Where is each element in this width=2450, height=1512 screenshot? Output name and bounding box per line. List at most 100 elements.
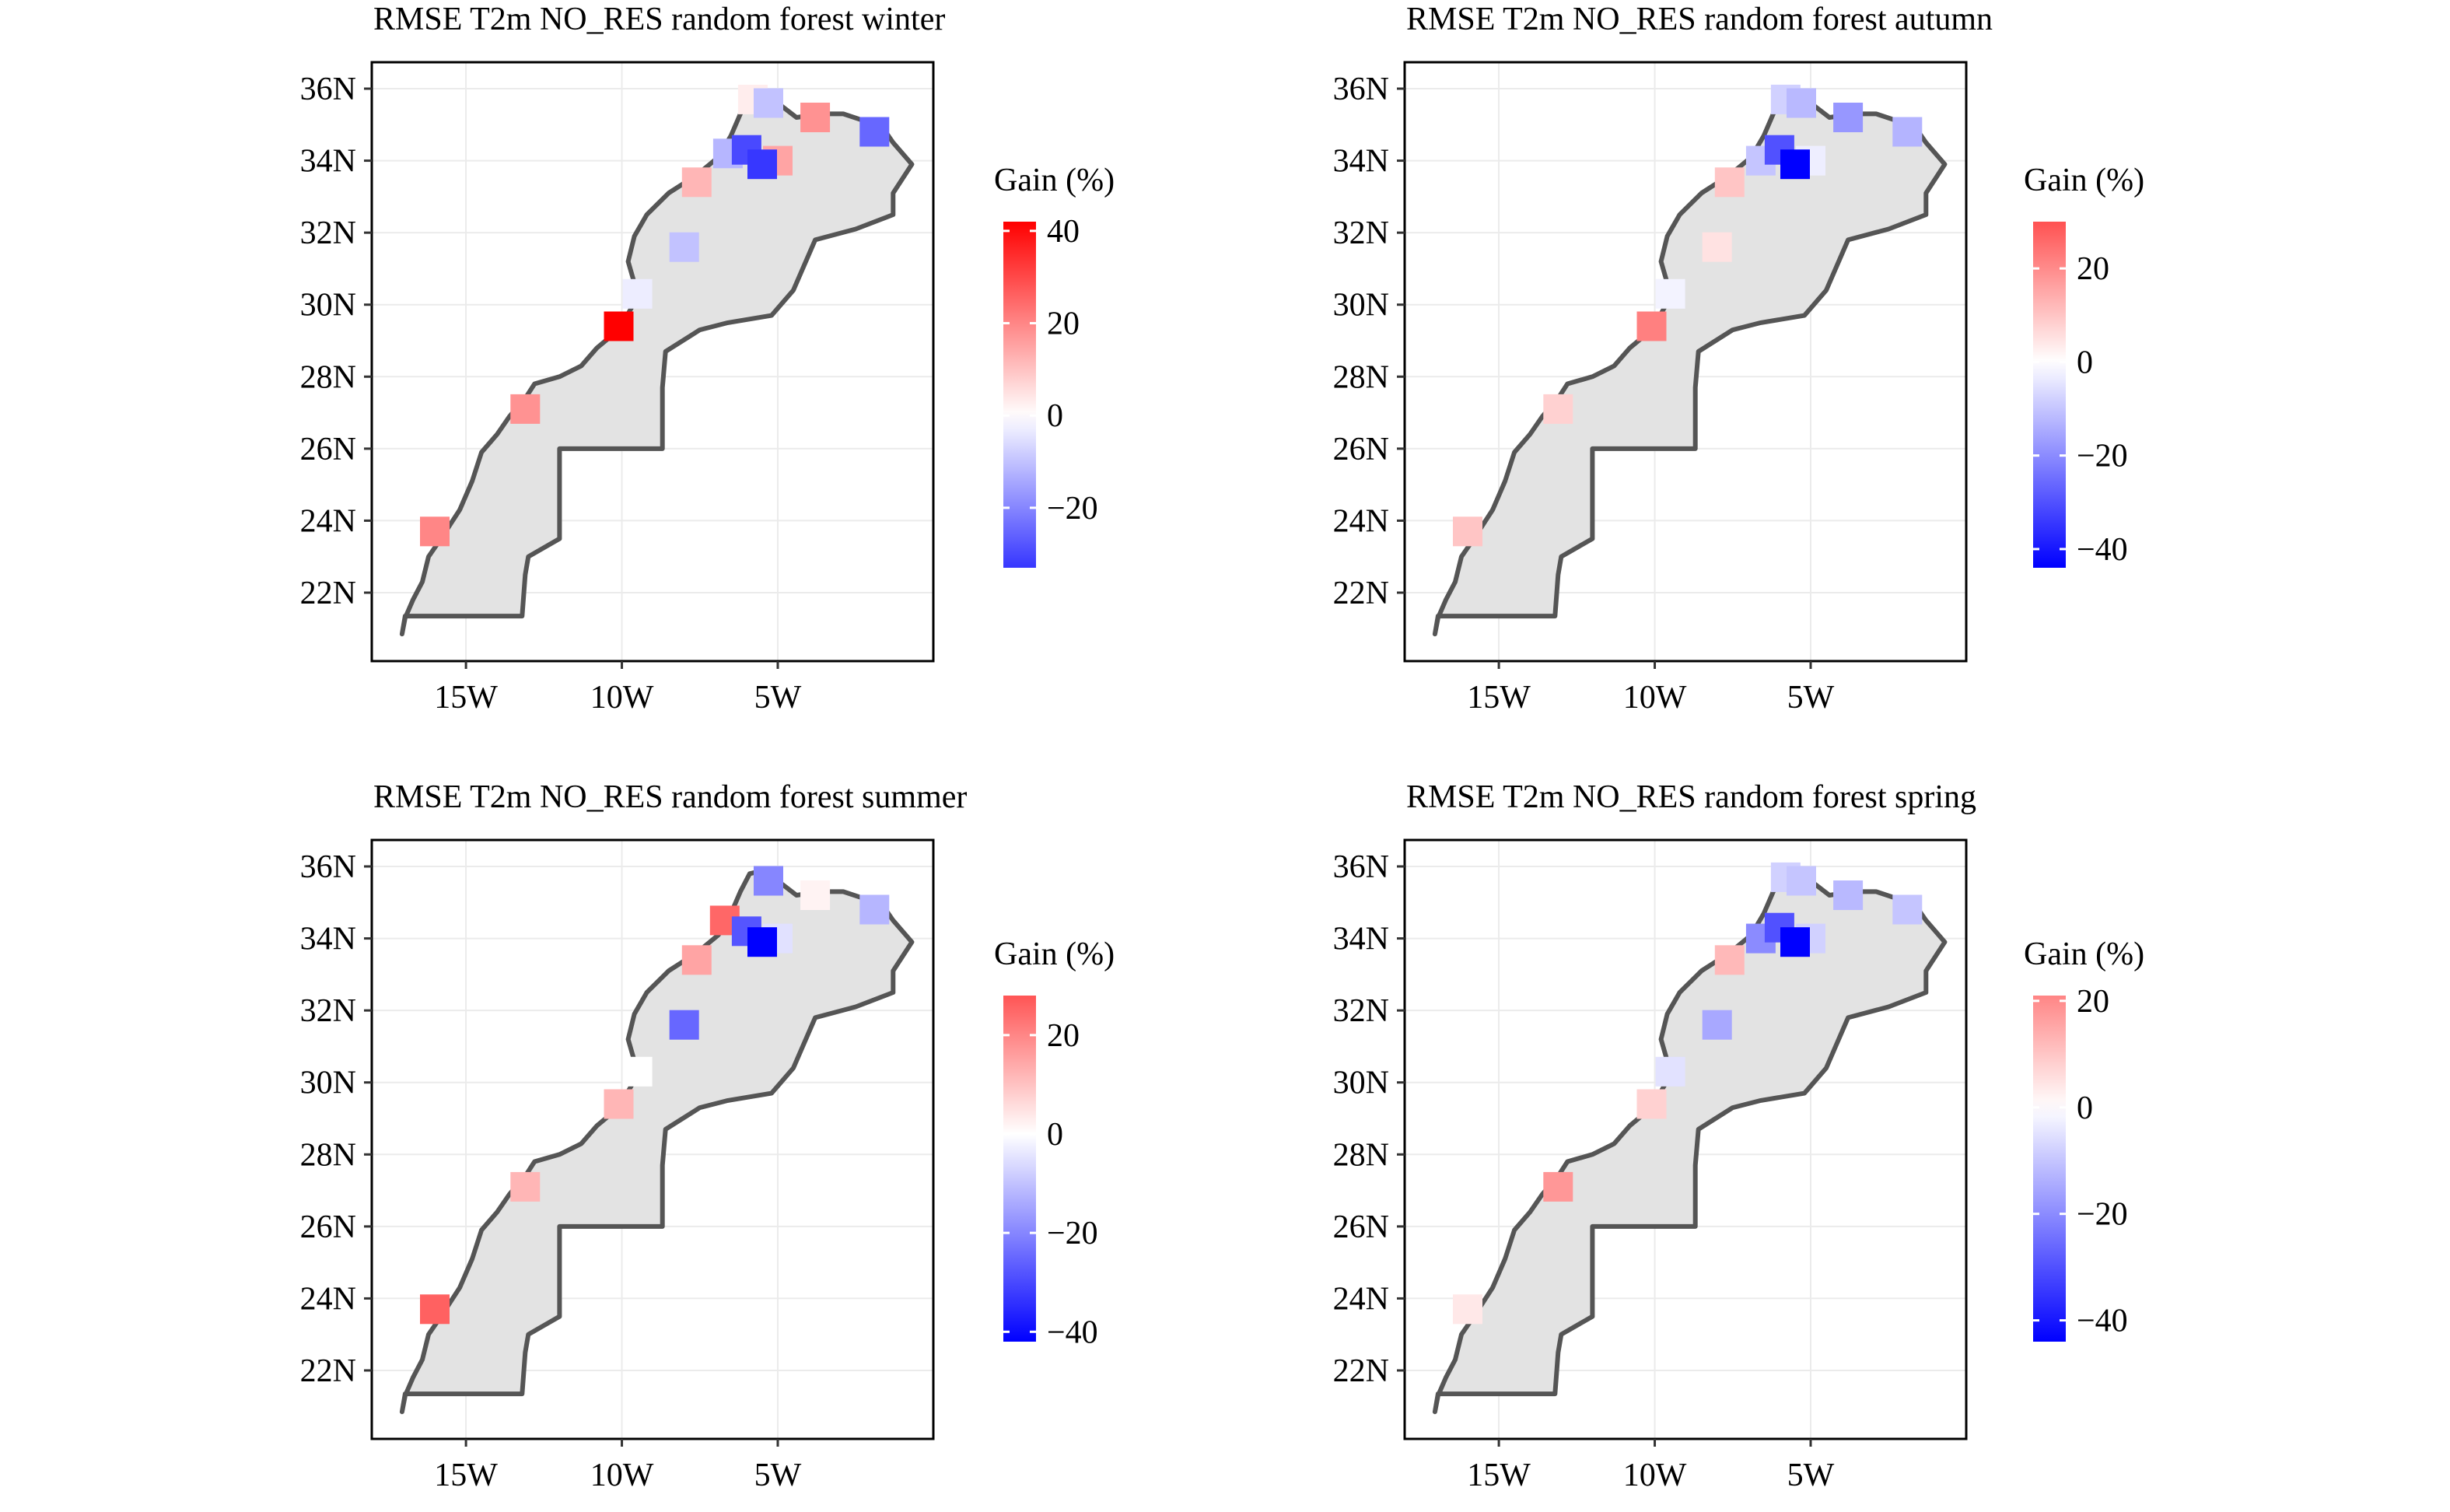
colorbar-tick-label: 0 xyxy=(2077,1090,2093,1126)
colorbar xyxy=(2033,996,2066,1342)
legend: Gain (%) 20 0 −20 −40 xyxy=(2024,163,2144,568)
colorbar xyxy=(1003,996,1036,1342)
x-tick-label: 5W xyxy=(754,680,802,716)
y-tick-label: 32N xyxy=(1333,993,1389,1029)
x-tick-label: 10W xyxy=(590,1458,654,1493)
y-tick-label: 36N xyxy=(1333,849,1389,885)
morocco-outline xyxy=(1432,867,1948,1415)
y-tick-label: 22N xyxy=(1333,576,1389,611)
station-marker xyxy=(859,117,890,147)
station-marker xyxy=(859,894,890,925)
station-marker xyxy=(747,927,777,957)
station-marker xyxy=(420,1294,450,1325)
station-marker xyxy=(681,167,712,198)
y-tick-label: 26N xyxy=(300,1209,356,1245)
colorbar-tick-label: 20 xyxy=(2077,251,2109,287)
station-marker xyxy=(622,278,653,309)
x-tick-label: 10W xyxy=(1623,1458,1687,1493)
y-tick-label: 28N xyxy=(1333,359,1389,395)
station-marker xyxy=(754,866,783,896)
station-marker xyxy=(1655,278,1685,309)
y-tick-label: 24N xyxy=(1333,1281,1389,1317)
plot-frame xyxy=(1403,838,1968,1440)
legend-title: Gain (%) xyxy=(2024,936,2144,972)
station-marker xyxy=(1892,117,1923,147)
station-marker xyxy=(1714,945,1745,975)
colorbar-tick-label: −40 xyxy=(1047,1314,1098,1350)
station-marker xyxy=(1702,1010,1732,1040)
legend-title: Gain (%) xyxy=(994,936,1115,972)
station-marker xyxy=(1453,516,1482,547)
station-marker xyxy=(754,88,783,118)
colorbar-tick-label: 40 xyxy=(1047,214,1080,250)
y-tick-label: 34N xyxy=(1333,144,1389,180)
y-tick-label: 28N xyxy=(300,1137,356,1173)
colorbar-tick-label: 0 xyxy=(1047,398,1063,434)
station-marker xyxy=(1780,149,1810,180)
colorbar-tick-label: 20 xyxy=(1047,1018,1080,1054)
y-tick-label: 32N xyxy=(300,993,356,1029)
station-marker xyxy=(1453,1294,1482,1325)
station-marker xyxy=(420,516,450,547)
colorbar xyxy=(2033,222,2066,568)
morocco-outline xyxy=(399,867,915,1415)
x-tick-label: 5W xyxy=(1787,1458,1835,1493)
panel-title: RMSE T2m NO_RES random forest spring xyxy=(1406,779,1976,815)
x-tick-label: 15W xyxy=(434,680,498,716)
station-marker xyxy=(1636,311,1667,341)
colorbar-tick-label: −20 xyxy=(1047,491,1098,527)
station-marker xyxy=(1892,894,1923,925)
colorbar-tick-label: −20 xyxy=(2077,439,2128,474)
colorbar-tick-label: 0 xyxy=(1047,1117,1063,1153)
station-marker xyxy=(510,1171,541,1202)
x-tick-label: 10W xyxy=(1623,680,1687,716)
y-tick-label: 34N xyxy=(300,144,356,180)
legend: Gain (%) 20 0 −20 −40 xyxy=(2024,936,2144,1342)
station-marker xyxy=(622,1056,653,1087)
panel-title: RMSE T2m NO_RES random forest autumn xyxy=(1406,2,1993,37)
y-tick-label: 22N xyxy=(300,1353,356,1389)
y-tick-label: 34N xyxy=(1333,922,1389,957)
station-marker xyxy=(1714,167,1745,198)
panel-title: RMSE T2m NO_RES random forest summer xyxy=(373,779,967,815)
y-tick-label: 30N xyxy=(300,1066,356,1101)
station-marker xyxy=(1787,88,1816,118)
y-tick-label: 22N xyxy=(1333,1353,1389,1389)
map-panel-3: RMSE T2m NO_RES random forest summer 36N 3… xyxy=(300,779,1115,1493)
station-marker xyxy=(1787,866,1816,896)
station-marker xyxy=(669,1010,699,1040)
colorbar-tick-label: −20 xyxy=(1047,1216,1098,1251)
station-marker xyxy=(1543,394,1573,424)
colorbar-tick-label: 20 xyxy=(1047,306,1080,342)
x-tick-label: 15W xyxy=(1467,680,1531,716)
station-marker xyxy=(1636,1089,1667,1119)
station-marker xyxy=(604,311,634,341)
y-tick-label: 24N xyxy=(1333,503,1389,539)
station-marker xyxy=(1780,927,1810,957)
colorbar-tick-label: 0 xyxy=(2077,345,2093,380)
legend: Gain (%) 40 20 0 −20 xyxy=(994,163,1115,568)
plot-frame xyxy=(1403,61,1968,663)
station-marker xyxy=(510,394,541,424)
x-tick-label: 5W xyxy=(754,1458,802,1493)
colorbar-tick-label: −40 xyxy=(2077,532,2128,568)
station-marker xyxy=(1655,1056,1685,1087)
y-tick-label: 32N xyxy=(1333,215,1389,251)
y-tick-label: 28N xyxy=(300,359,356,395)
colorbar xyxy=(1003,222,1036,568)
y-tick-label: 30N xyxy=(1333,1066,1389,1101)
map-panel-2: RMSE T2m NO_RES random forest autumn 36N 3… xyxy=(1333,2,2144,716)
station-marker xyxy=(1833,103,1864,132)
map-panel-1: RMSE T2m NO_RES random forest winter 36N 3… xyxy=(300,2,1115,716)
y-tick-label: 26N xyxy=(1333,432,1389,467)
y-tick-label: 30N xyxy=(300,288,356,324)
x-tick-label: 15W xyxy=(1467,1458,1531,1493)
y-tick-label: 32N xyxy=(300,215,356,251)
station-marker xyxy=(800,880,831,910)
y-tick-label: 24N xyxy=(300,503,356,539)
y-tick-label: 36N xyxy=(300,849,356,885)
x-tick-label: 10W xyxy=(590,680,654,716)
colorbar-tick-label: 20 xyxy=(2077,984,2109,1020)
legend-title: Gain (%) xyxy=(2024,163,2144,198)
